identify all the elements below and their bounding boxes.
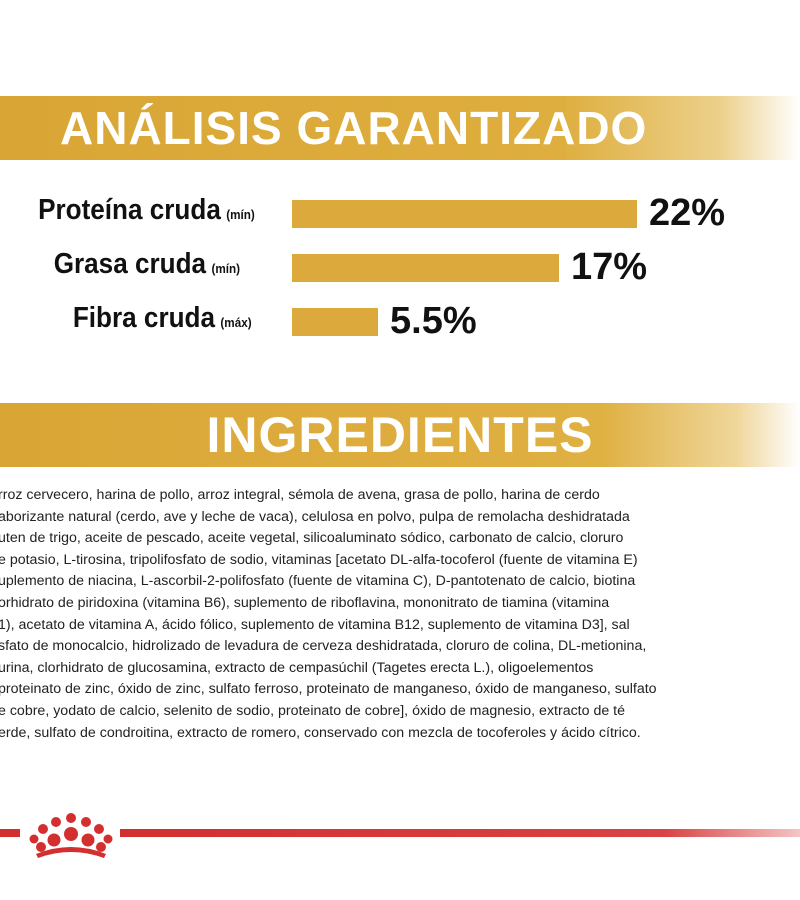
ingredients-header-band: INGREDIENTES [0, 403, 800, 467]
ingredients-line: uten de trigo, aceite de pescado, aceite… [0, 530, 624, 547]
ingredients-line: sfato de monocalcio, hidrolizado de leva… [0, 638, 647, 655]
analysis-label: Fibra cruda (máx) [73, 302, 252, 334]
analysis-percent: 17% [571, 246, 648, 288]
ingredients-line: erde, sulfato de condroitina, extracto d… [0, 724, 641, 741]
analysis-label: Proteína cruda (mín) [38, 194, 255, 226]
ingredients-line: uplemento de niacina, L-ascorbil-2-polif… [0, 573, 636, 590]
analysis-bar [292, 254, 559, 282]
ingredients-line: urina, clorhidrato de glucosamina, extra… [0, 659, 594, 676]
crown-logo-icon [29, 813, 113, 858]
analysis-header-title: ANÁLISIS GARANTIZADO [60, 102, 648, 154]
analysis-row-fat: Grasa cruda (mín) 17% [0, 246, 800, 288]
footer-red-line-right [120, 829, 800, 837]
ingredients-line: proteinato de zinc, óxido de zinc, sulfa… [0, 681, 657, 698]
ingredients-line: 1), acetato de vitamina A, ácido fólico,… [0, 616, 630, 633]
analysis-row-fiber: Fibra cruda (máx) 5.5% [0, 300, 800, 342]
analysis-percent: 22% [649, 192, 726, 234]
ingredients-line: e cobre, yodato de calcio, selenito de s… [0, 702, 626, 719]
analysis-percent: 5.5% [390, 300, 477, 342]
ingredients-text: rroz cervecero, harina de pollo, arroz i… [0, 485, 800, 744]
ingredients-line: aborizante natural (cerdo, ave y leche d… [0, 508, 630, 525]
ingredients-header-title: INGREDIENTES [206, 407, 594, 463]
analysis-bar [292, 200, 637, 228]
ingredients-line: e potasio, L-tirosina, tripolifosfato de… [0, 551, 638, 568]
ingredients-line: rroz cervecero, harina de pollo, arroz i… [0, 487, 600, 503]
analysis-label: Grasa cruda (mín) [53, 248, 240, 280]
analysis-bar [292, 308, 378, 336]
footer-red-line-left [0, 829, 20, 837]
analysis-header-band: ANÁLISIS GARANTIZADO [0, 96, 800, 160]
analysis-row-protein: Proteína cruda (mín) 22% [0, 192, 800, 234]
ingredients-line: orhidrato de piridoxina (vitamina B6), s… [0, 594, 610, 611]
